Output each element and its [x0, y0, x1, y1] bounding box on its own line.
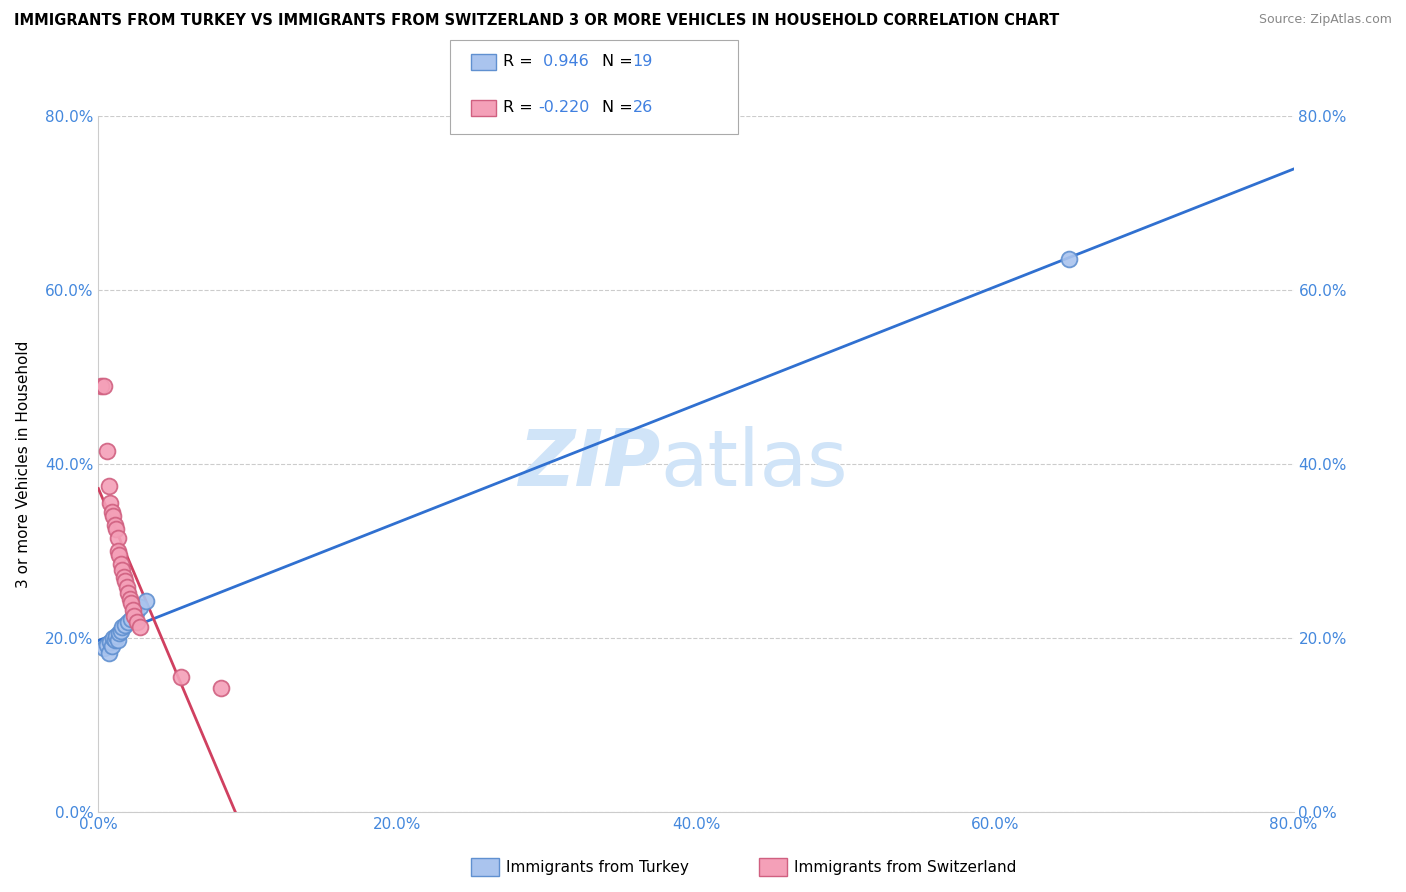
Point [103, 631, 125, 645]
Text: 26: 26 [633, 101, 652, 115]
Y-axis label: 3 or more Vehicles in Household: 3 or more Vehicles in Household [17, 340, 31, 588]
Point [108, 548, 131, 562]
Point [129, 600, 152, 615]
Text: Immigrants from Switzerland: Immigrants from Switzerland [794, 860, 1017, 874]
Point [135, 594, 157, 608]
Point [120, 596, 142, 610]
Point [104, 633, 127, 648]
Point [97, 478, 120, 492]
Point [104, 517, 127, 532]
Point [110, 624, 132, 638]
Point [100, 496, 122, 510]
Point [112, 570, 135, 584]
Text: R =: R = [503, 101, 538, 115]
Point [96, 638, 118, 652]
Point [125, 607, 148, 621]
Point [101, 505, 124, 519]
Point [97, 646, 120, 660]
Point [1059, 252, 1081, 267]
Text: R =: R = [503, 54, 538, 69]
Text: IMMIGRANTS FROM TURKEY VS IMMIGRANTS FROM SWITZERLAND 3 OR MORE VEHICLES IN HOUS: IMMIGRANTS FROM TURKEY VS IMMIGRANTS FRO… [14, 13, 1059, 29]
Text: 0.946: 0.946 [538, 54, 589, 69]
Point [111, 620, 134, 634]
Point [107, 531, 129, 545]
Point [121, 603, 143, 617]
Point [169, 670, 191, 684]
Point [93, 641, 115, 656]
Point [105, 522, 128, 536]
Point [107, 632, 129, 647]
Point [114, 617, 136, 632]
Point [114, 574, 136, 589]
Point [90, 378, 112, 392]
Point [115, 580, 138, 594]
Point [93, 378, 115, 392]
Text: ZIP: ZIP [517, 425, 661, 502]
Point [110, 557, 132, 571]
Point [101, 640, 124, 654]
Point [124, 609, 146, 624]
Point [100, 635, 122, 649]
Point [108, 626, 131, 640]
Point [111, 563, 134, 577]
Text: N =: N = [602, 101, 638, 115]
Point [120, 612, 142, 626]
Point [96, 443, 118, 458]
Point [107, 543, 129, 558]
Text: Source: ZipAtlas.com: Source: ZipAtlas.com [1258, 13, 1392, 27]
Text: -0.220: -0.220 [538, 101, 591, 115]
Point [209, 681, 232, 696]
Text: atlas: atlas [661, 425, 848, 502]
Point [105, 629, 128, 643]
Text: 19: 19 [633, 54, 652, 69]
Text: Immigrants from Turkey: Immigrants from Turkey [506, 860, 689, 874]
Point [117, 615, 139, 629]
Point [103, 508, 125, 523]
Point [117, 585, 139, 599]
Point [129, 620, 152, 634]
Point [118, 591, 141, 606]
Text: N =: N = [602, 54, 638, 69]
Point [127, 615, 149, 629]
